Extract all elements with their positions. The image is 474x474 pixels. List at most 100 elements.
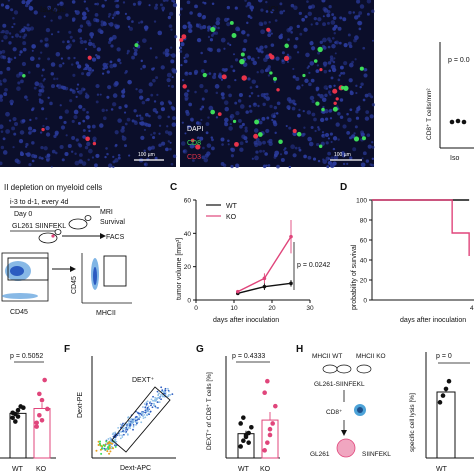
nucleus-dot [317,51,321,55]
nucleus-dot [239,104,245,109]
panel-c: C tumor volume [mm³] 0 20 40 60 0 10 20 30 WT K… [170,182,330,324]
nucleus-dot [170,162,174,166]
nucleus-dot [112,63,117,68]
nucleus-dot [45,132,51,137]
nucleus-dot [96,93,100,96]
nucleus-dot [243,38,248,43]
nucleus-dot [94,2,97,6]
nucleus-dot [89,32,95,37]
nucleus-dot [42,79,45,82]
nucleus-dot [257,104,260,108]
nucleus-dot [241,30,246,35]
nucleus-dot [26,27,31,32]
marker-dot [273,76,277,81]
nucleus-dot [333,155,339,161]
nucleus-dot [57,84,62,89]
event-dot [164,389,167,392]
nucleus-dot [329,132,333,136]
nucleus-dot [227,139,230,143]
nucleus-dot [234,78,237,82]
nucleus-dot [310,23,313,26]
nucleus-dot [60,125,66,130]
nucleus-dot [167,115,170,119]
nucleus-dot [171,67,176,73]
mouse-icon [68,218,88,230]
nucleus-dot [348,44,353,49]
nucleus-dot [355,84,358,88]
nucleus-dot [157,115,162,120]
event-dot [100,445,103,448]
nucleus-dot [77,28,83,33]
nucleus-dot [115,4,120,9]
nucleus-dot [0,98,4,102]
nucleus-dot [251,157,254,160]
nucleus-dot [92,136,97,141]
nucleus-dot [247,14,251,18]
nucleus-dot [216,48,221,53]
legend-dapi: DAPI [187,126,203,133]
nucleus-dot [64,109,69,114]
nucleus-dot [124,104,128,108]
nucleus-dot [162,0,166,2]
nucleus-dot [271,9,275,12]
nucleus-dot [267,164,271,167]
nucleus-dot [0,145,5,150]
nucleus-dot [172,0,176,3]
nucleus-dot [126,117,131,122]
nucleus-dot [88,129,91,133]
event-dot [95,449,98,452]
nucleus-dot [56,84,59,88]
marker-dot [41,127,45,132]
nucleus-dot [26,152,31,157]
nucleus-dot [221,143,224,146]
marker-dot [254,119,260,125]
nucleus-dot [4,87,8,92]
marker-dot [276,88,280,92]
nucleus-dot [301,84,304,87]
nucleus-dot [86,141,91,147]
nucleus-dot [78,153,83,157]
nucleus-dot [118,106,122,110]
nucleus-dot [45,27,51,33]
event-dot [150,402,153,405]
nucleus-dot [26,98,29,102]
event-dot [132,420,135,423]
nucleus-dot [189,11,193,15]
panel-b-line-3: GL261 SIINFEKL [12,223,66,230]
nucleus-dot [337,111,341,116]
nucleus-dot [39,51,43,54]
nucleus-dot [334,52,337,55]
nucleus-dot [54,151,58,155]
nucleus-dot [327,137,330,140]
nucleus-dot [215,91,219,95]
nucleus-dot [11,35,14,39]
nucleus-dot [300,133,305,137]
nucleus-dot [321,133,325,137]
nucleus-dot [227,42,230,45]
nucleus-dot [206,25,212,30]
nucleus-dot [148,114,151,118]
nucleus-dot [346,131,351,135]
nucleus-dot [247,55,251,60]
panel-f-ylabel: Dext-PE [77,392,84,418]
nucleus-dot [116,47,121,52]
marker-dot [92,141,97,146]
nucleus-dot [168,24,173,28]
event-dot [148,413,151,416]
event-dot [155,406,158,409]
nucleus-dot [99,93,102,96]
nucleus-dot [203,157,209,163]
nucleus-dot [224,117,229,123]
nucleus-dot [265,96,271,101]
nucleus-dot [167,131,173,136]
nucleus-dot [308,141,314,147]
nucleus-dot [149,47,152,50]
nucleus-dot [170,105,174,110]
nucleus-dot [18,53,21,56]
nucleus-dot [31,49,34,52]
event-dot [151,406,154,409]
nucleus-dot [87,41,93,47]
data-point [267,426,273,432]
nucleus-dot [264,152,268,156]
